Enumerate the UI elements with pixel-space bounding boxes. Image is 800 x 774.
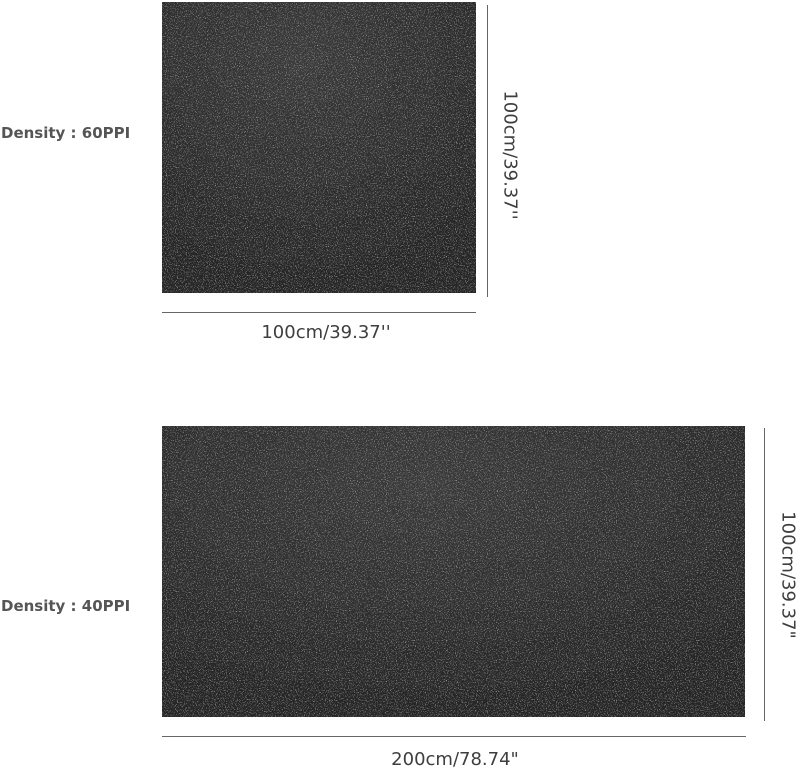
density-label: Density : 60PPI (1, 124, 131, 142)
height-dimension-line (487, 5, 488, 297)
width-label: 200cm/78.74" (391, 749, 519, 770)
foam-sheet-image (162, 426, 745, 717)
height-dimension-line (764, 428, 765, 721)
foam-sheet-image (162, 2, 476, 293)
width-dimension-line (162, 736, 746, 737)
width-label: 100cm/39.37'' (261, 322, 391, 343)
density-label: Density : 40PPI (1, 597, 131, 615)
height-label: 100cm/39.37'' (499, 90, 521, 220)
width-dimension-line (162, 312, 476, 313)
height-label: 100cm/39.37" (777, 511, 799, 639)
